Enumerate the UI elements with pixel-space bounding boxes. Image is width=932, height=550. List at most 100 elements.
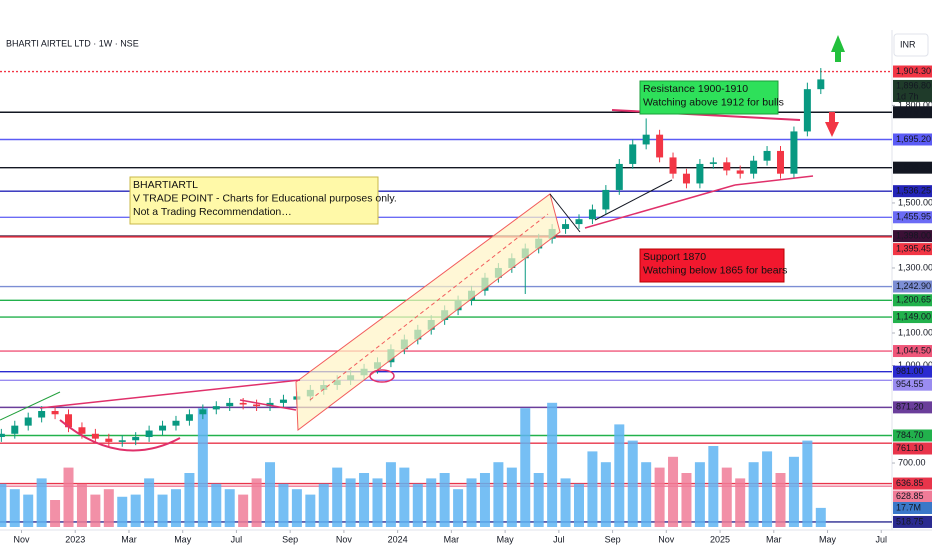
volume-bar xyxy=(103,489,114,527)
price-level-label-bg xyxy=(893,490,932,503)
candle-body xyxy=(0,433,5,438)
price-level-label: 1,242.90 xyxy=(896,281,931,291)
candle-body xyxy=(212,406,220,410)
candle-body xyxy=(790,131,798,174)
price-level-label-bg xyxy=(893,294,932,307)
volume-bar xyxy=(36,478,47,527)
price-level-label: 1,904.30 xyxy=(896,66,931,76)
price-level-label-bg xyxy=(893,311,932,324)
price-level-label: 871.20 xyxy=(896,402,924,412)
candle-body xyxy=(132,437,140,441)
price-level-label-bg xyxy=(893,365,932,378)
volume-bar xyxy=(788,456,799,527)
candle-body xyxy=(51,411,59,415)
volume-bar xyxy=(318,483,329,527)
volume-bar xyxy=(50,500,61,527)
volume-bar xyxy=(748,462,759,527)
candle-body xyxy=(24,417,32,426)
volume-bar xyxy=(238,494,249,527)
candle-body xyxy=(723,162,731,171)
volume-bar xyxy=(130,494,141,527)
candle-body xyxy=(239,402,247,405)
price-level-label-bg xyxy=(893,243,932,256)
volume-bar xyxy=(453,489,464,527)
price-level-label-bg xyxy=(893,161,932,174)
volume-bar xyxy=(157,494,168,527)
volume-bar xyxy=(211,483,222,527)
x-tick-label: Sep xyxy=(605,534,621,544)
price-level-label-bg xyxy=(893,515,932,528)
x-tick-label: May xyxy=(174,534,192,544)
volume-bar xyxy=(587,451,598,527)
x-tick-label: May xyxy=(497,534,515,544)
candle-body xyxy=(159,425,167,431)
candle-body xyxy=(777,150,784,174)
currency: INR xyxy=(900,39,916,49)
candle-body xyxy=(750,160,758,174)
candle-body xyxy=(199,409,207,415)
volume-bar xyxy=(708,446,719,527)
candle-body xyxy=(118,440,126,442)
candle-body xyxy=(172,420,180,426)
candle-body xyxy=(279,399,287,403)
candle-body xyxy=(629,144,637,164)
annotation-box xyxy=(129,176,379,225)
annotation-box xyxy=(639,248,785,283)
annotation-text: BHARTIARTL xyxy=(133,179,198,191)
price-level-label-bg xyxy=(893,230,932,243)
volume-bar xyxy=(426,478,437,527)
volume-bar xyxy=(600,462,611,527)
candle-body xyxy=(11,425,19,434)
price-level-label-bg xyxy=(893,429,932,442)
candle-body xyxy=(145,430,153,438)
x-tick-label: Jul xyxy=(553,534,565,544)
volume-bar xyxy=(802,440,813,527)
volume-bar xyxy=(9,489,20,527)
annotation-text: Support 1870 xyxy=(643,251,706,263)
candle-body xyxy=(682,173,690,184)
currency-box[interactable] xyxy=(893,33,929,57)
candle-body xyxy=(696,163,704,184)
volume-bar xyxy=(533,473,544,527)
volume-bar xyxy=(170,489,181,527)
x-tick-label: Sep xyxy=(282,534,298,544)
volume-bar xyxy=(359,473,370,527)
candle-body xyxy=(38,411,46,418)
volume-bar xyxy=(332,467,343,527)
volume-bar xyxy=(372,478,383,527)
price-level-label-bg xyxy=(893,442,932,455)
candle-body xyxy=(656,134,664,158)
volume-bar xyxy=(345,478,356,527)
price-level-label: 1,200.65 xyxy=(896,295,931,305)
price-level-label-bg xyxy=(893,211,932,224)
last-price-label: 1,896.80 xyxy=(896,80,931,90)
price-level-label-bg xyxy=(893,378,932,391)
annotation-text: V TRADE POINT - Charts for Educational p… xyxy=(133,192,397,204)
price-level-label-bg xyxy=(893,65,932,78)
volume-bar xyxy=(560,478,571,527)
volume-bar xyxy=(278,483,289,527)
x-tick-label: Mar xyxy=(444,534,460,544)
x-tick-label: May xyxy=(819,534,837,544)
candle-body xyxy=(575,219,583,225)
volume-bar xyxy=(63,467,74,527)
volume-label: 17.7M xyxy=(896,502,921,512)
last-price-countdown: 1d 7h xyxy=(896,91,919,101)
volume-bar xyxy=(815,507,826,527)
price-level-label-bg xyxy=(893,477,932,490)
volume-bar xyxy=(144,478,155,527)
volume-bar xyxy=(184,473,195,527)
volume-bar xyxy=(681,473,692,527)
y-tick-label: 1,300.00 xyxy=(898,262,932,272)
annotation-text: Watching below 1865 for bears xyxy=(643,264,787,276)
candle-body xyxy=(253,404,261,407)
price-level-label: 1,608.55 xyxy=(896,162,931,172)
price-level-label: 1,455.95 xyxy=(896,212,931,222)
volume-bar xyxy=(641,462,652,527)
price-level-label: 1,536.25 xyxy=(896,186,931,196)
volume-bar xyxy=(614,424,625,527)
x-tick-label: Nov xyxy=(658,534,675,544)
volume-bar xyxy=(721,467,732,527)
candle-body xyxy=(669,157,677,174)
